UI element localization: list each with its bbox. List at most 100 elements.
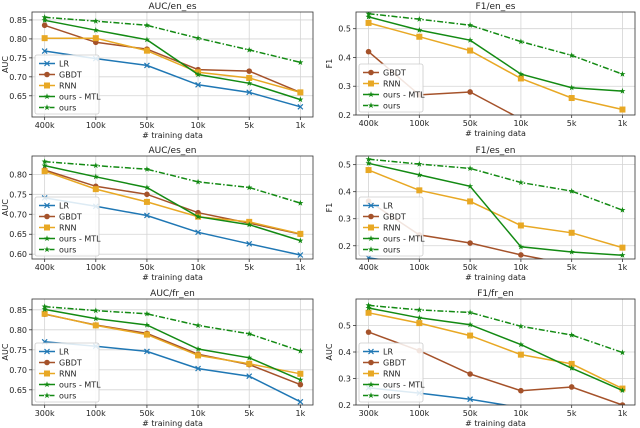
x-tick-label: 300k (359, 409, 379, 418)
data-point-lr (569, 273, 574, 278)
data-point-rnn (41, 168, 48, 175)
x-tick-label: 400k (359, 119, 379, 128)
legend-label-ours: ours (59, 104, 76, 113)
data-point-lr (246, 373, 253, 380)
subplot-auc-fr-en: 300k 100k 50k 10k 5k 1k 0.65 0.70 0.75 0.80 0.85 AU… (1, 289, 314, 428)
data-point-ours (195, 322, 202, 328)
legend: GBDT RNN ours - MTL ours (358, 63, 425, 113)
data-point-ours-mtl (416, 171, 423, 178)
data-point-ours (195, 178, 202, 185)
x-tick-label: 100k (409, 409, 429, 418)
y-tick-label: 0.65 (9, 230, 27, 239)
series-line-ours-mtl (368, 162, 623, 256)
legend-marker-ours (43, 246, 51, 253)
data-point-lr (297, 103, 304, 110)
data-point-rnn (92, 186, 99, 193)
data-point-ours-mtl (365, 304, 372, 311)
legend-label-gbdt: GBDT (383, 69, 406, 78)
y-tick-label: 0.75 (9, 54, 27, 63)
x-tick-label: 300k (35, 409, 55, 418)
y-axis-label: AUC (1, 199, 10, 216)
data-point-ours-mtl (619, 252, 626, 258)
data-point-ours (297, 59, 304, 65)
data-point-rnn (416, 33, 423, 40)
data-point-ours-mtl (143, 184, 150, 191)
data-point-ours-mtl (416, 314, 423, 321)
subplot-title: F1/es_en (476, 146, 516, 156)
x-tick-label: 5k (567, 119, 577, 128)
data-point-gbdt (518, 387, 524, 394)
x-tick-label: 5k (567, 409, 577, 418)
legend-marker-rnn (368, 80, 374, 87)
legend-marker-ours (367, 102, 375, 109)
legend-label-lr: LR (59, 348, 69, 357)
x-axis-label: # training data (465, 419, 526, 428)
x-tick-label: 50k (463, 263, 478, 272)
data-point-ours-mtl (143, 36, 150, 43)
legend-label-gbdt: GBDT (383, 359, 406, 368)
data-point-rnn (568, 360, 575, 367)
legend: LR GBDT RNN ours - MTL ours (34, 342, 101, 403)
data-point-rnn (246, 360, 253, 367)
data-point-ours-mtl (92, 315, 99, 322)
subplot-f1-en-es: 400k 100k 50k 10k 5k 1k 0.2 0.3 0.4 0.5 F1/en_es # … (325, 2, 636, 138)
data-point-ours (143, 165, 150, 172)
data-point-rnn (568, 95, 575, 102)
y-axis-label: F1 (325, 59, 334, 69)
data-point-ours (246, 46, 253, 53)
legend-marker-ours (43, 104, 51, 111)
y-tick-label: 0.5 (338, 161, 351, 170)
legend-label-lr: LR (59, 60, 69, 69)
data-point-rnn (365, 167, 372, 174)
data-point-gbdt (467, 240, 473, 246)
y-tick-label: 0.70 (9, 210, 27, 219)
data-point-ours (365, 156, 372, 162)
data-point-gbdt (297, 381, 304, 388)
data-point-rnn (143, 331, 150, 338)
data-point-ours (92, 162, 99, 169)
legend-box (34, 196, 100, 257)
data-point-ours-mtl (246, 80, 253, 86)
series-line-ours (368, 12, 623, 75)
x-tick-label: 10k (513, 263, 528, 272)
series-line-ours (368, 158, 623, 211)
x-tick-label: 10k (191, 263, 206, 272)
axes-frame (355, 155, 636, 260)
data-point-lr (144, 212, 150, 219)
data-point-ours (517, 323, 524, 329)
legend-marker-lr (368, 202, 374, 209)
data-point-ours (92, 307, 99, 314)
subplot-title: F1/en_es (476, 2, 516, 12)
legend-marker-rnn (44, 224, 50, 231)
legend-label-ours-mtl: ours - MTL (59, 93, 101, 102)
x-axis-label: # training data (142, 419, 203, 428)
x-tick-label: 100k (409, 263, 429, 272)
y-tick-label: 0.4 (338, 188, 351, 197)
x-tick-label: 50k (463, 409, 478, 418)
data-point-lr (144, 348, 150, 355)
x-tick-label: 400k (35, 263, 55, 272)
x-tick-label: 1k (295, 263, 305, 272)
subplot-title: AUC/es_en (148, 146, 196, 156)
data-point-gbdt (246, 68, 253, 74)
data-point-ours-mtl (195, 213, 202, 220)
data-point-rnn (416, 320, 423, 327)
legend-marker-rnn (368, 224, 374, 231)
data-point-ours (568, 52, 575, 59)
series-line-ours-mtl (368, 307, 623, 392)
series-line-rnn (368, 169, 623, 249)
data-point-ours-mtl (41, 306, 48, 312)
axes-frame (31, 11, 314, 118)
subplot-title: AUC/en_es (148, 2, 196, 12)
subplot-auc-es-en: 400k 100k 50k 10k 5k 1k 0.60 0.65 0.70 0.75 0.80 AU… (1, 146, 314, 282)
legend-marker-ours-mtl (43, 93, 51, 100)
y-tick-label: 0.75 (9, 190, 27, 199)
y-tick-label: 0.3 (338, 82, 351, 91)
legend-label-rnn: RNN (59, 370, 77, 379)
data-point-gbdt (144, 191, 150, 198)
data-point-ours (619, 206, 626, 213)
subplot-f1-fr-en: 300k 100k 50k 10k 5k 1k 0.2 0.3 0.4 0.5 F1/fr_en # … (325, 289, 636, 428)
y-tick-label: 0.4 (338, 53, 351, 62)
data-point-ours-mtl (92, 26, 99, 33)
x-tick-label: 100k (86, 121, 106, 130)
